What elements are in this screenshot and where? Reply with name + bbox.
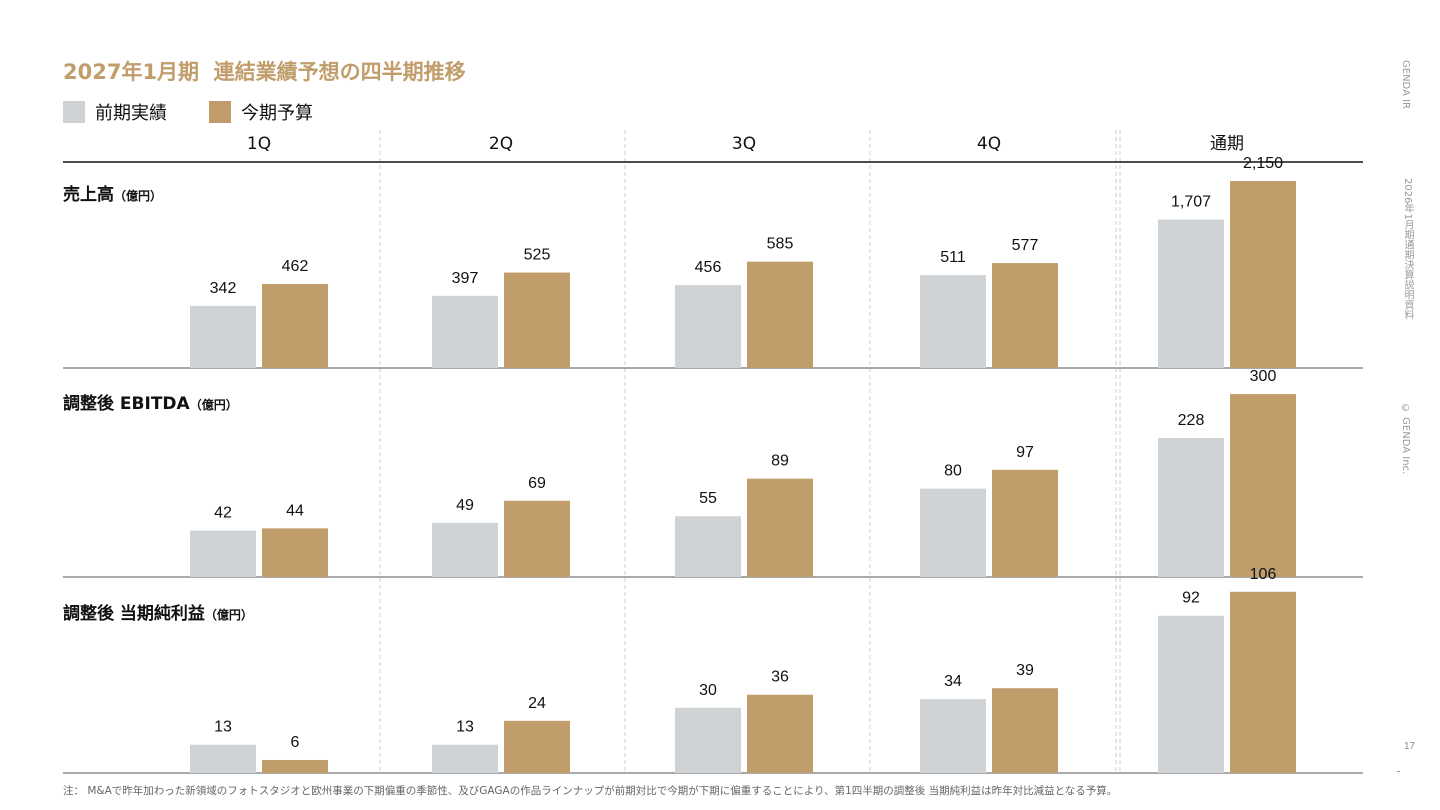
side-text-company: GENDA IR (1400, 60, 1411, 109)
label-prev-2Q: 397 (452, 270, 479, 287)
bar-curr-4Q (992, 688, 1058, 773)
label-curr-通期: 106 (1250, 566, 1277, 583)
label-prev-通期: 1,707 (1171, 194, 1211, 211)
bar-prev-3Q (675, 285, 741, 368)
label-curr-2Q: 525 (524, 247, 551, 264)
bar-prev-4Q (920, 488, 986, 577)
label-prev-3Q: 55 (699, 490, 717, 507)
label-curr-2Q: 69 (528, 475, 546, 492)
column-header-3: 3Q (732, 134, 756, 154)
bar-curr-通期 (1230, 394, 1296, 577)
bar-curr-2Q (504, 272, 570, 368)
bar-prev-3Q (675, 516, 741, 577)
legend-label-curr: 今期予算 (241, 103, 313, 124)
bar-prev-1Q (190, 305, 256, 368)
label-prev-2Q: 13 (456, 719, 474, 736)
label-prev-2Q: 49 (456, 497, 474, 514)
legend-label-prev: 前期実績 (95, 103, 167, 124)
label-curr-1Q: 6 (291, 734, 300, 751)
label-prev-通期: 92 (1182, 590, 1200, 607)
page-number: 17 (1404, 741, 1416, 752)
label-prev-4Q: 511 (940, 249, 966, 266)
label-prev-1Q: 342 (210, 280, 237, 297)
bar-prev-3Q (675, 707, 741, 773)
bar-curr-2Q (504, 720, 570, 773)
label-curr-3Q: 36 (771, 669, 789, 686)
bar-curr-3Q (747, 478, 813, 577)
bar-curr-通期 (1230, 181, 1296, 368)
page-dash (1397, 771, 1400, 772)
bar-prev-2Q (432, 522, 498, 577)
bar-curr-1Q (262, 759, 328, 773)
label-curr-通期: 2,150 (1243, 155, 1283, 172)
legend-swatch-prev (63, 101, 85, 123)
bar-prev-通期 (1158, 615, 1224, 773)
label-prev-1Q: 42 (214, 505, 232, 522)
panel-title-main: 売上高 (63, 184, 114, 205)
label-prev-3Q: 456 (695, 259, 722, 276)
label-curr-3Q: 585 (767, 236, 794, 253)
bar-prev-2Q (432, 295, 498, 368)
bar-curr-1Q (262, 284, 328, 368)
panel-title-1: 売上高（億円） (63, 184, 162, 205)
panel-title-unit: （億円） (205, 607, 253, 622)
label-prev-3Q: 30 (699, 682, 717, 699)
bar-prev-4Q (920, 699, 986, 773)
label-prev-4Q: 80 (944, 463, 962, 480)
panel-title-2: 調整後 EBITDA（億円） (63, 393, 238, 414)
label-curr-3Q: 89 (771, 453, 789, 470)
label-curr-4Q: 97 (1016, 444, 1034, 461)
bar-curr-2Q (504, 500, 570, 577)
bar-curr-4Q (992, 263, 1058, 368)
panel-title-3: 調整後 当期純利益（億円） (63, 603, 253, 624)
panel-title-main: 調整後 当期純利益 (63, 603, 205, 624)
bar-curr-3Q (747, 694, 813, 773)
panel-title-main: 調整後 EBITDA (63, 393, 191, 414)
label-curr-2Q: 24 (528, 695, 546, 712)
bar-curr-1Q (262, 528, 328, 577)
label-curr-通期: 300 (1250, 368, 1277, 385)
column-header-1: 1Q (247, 134, 271, 154)
label-curr-4Q: 577 (1012, 237, 1039, 254)
label-curr-4Q: 39 (1016, 662, 1034, 679)
label-curr-1Q: 44 (286, 502, 304, 519)
label-prev-通期: 228 (1178, 412, 1205, 429)
bar-prev-4Q (920, 275, 986, 368)
column-header-5: 通期 (1210, 134, 1244, 154)
footnote: 注： M&Aで昨年加わった新領域のフォトスタジオと欧州事業の下期偏重の季節性、及… (63, 785, 1118, 797)
column-header-2: 2Q (489, 134, 513, 154)
side-text-document: 2026年1月期通期決算説明資料 (1402, 178, 1413, 320)
column-header-4: 4Q (977, 134, 1001, 154)
bar-prev-通期 (1158, 219, 1224, 368)
bar-prev-通期 (1158, 437, 1224, 577)
page-title: 2027年1月期 連結業績予想の四半期推移 (63, 60, 466, 84)
legend-item-curr: 今期予算 (209, 100, 313, 124)
panel-title-unit: （億円） (190, 397, 238, 412)
bar-curr-通期 (1230, 591, 1296, 773)
label-curr-1Q: 462 (282, 258, 309, 275)
bar-curr-3Q (747, 261, 813, 368)
panel-title-unit: （億円） (114, 188, 162, 203)
legend-swatch-curr (209, 101, 231, 123)
bar-prev-1Q (190, 530, 256, 577)
bar-prev-2Q (432, 744, 498, 773)
side-text-copyright: © GENDA Inc. (1400, 403, 1411, 475)
legend-item-prev: 前期実績 (63, 100, 167, 124)
label-prev-1Q: 13 (214, 719, 232, 736)
bar-curr-4Q (992, 469, 1058, 577)
label-prev-4Q: 34 (944, 673, 962, 690)
bar-prev-1Q (190, 744, 256, 773)
